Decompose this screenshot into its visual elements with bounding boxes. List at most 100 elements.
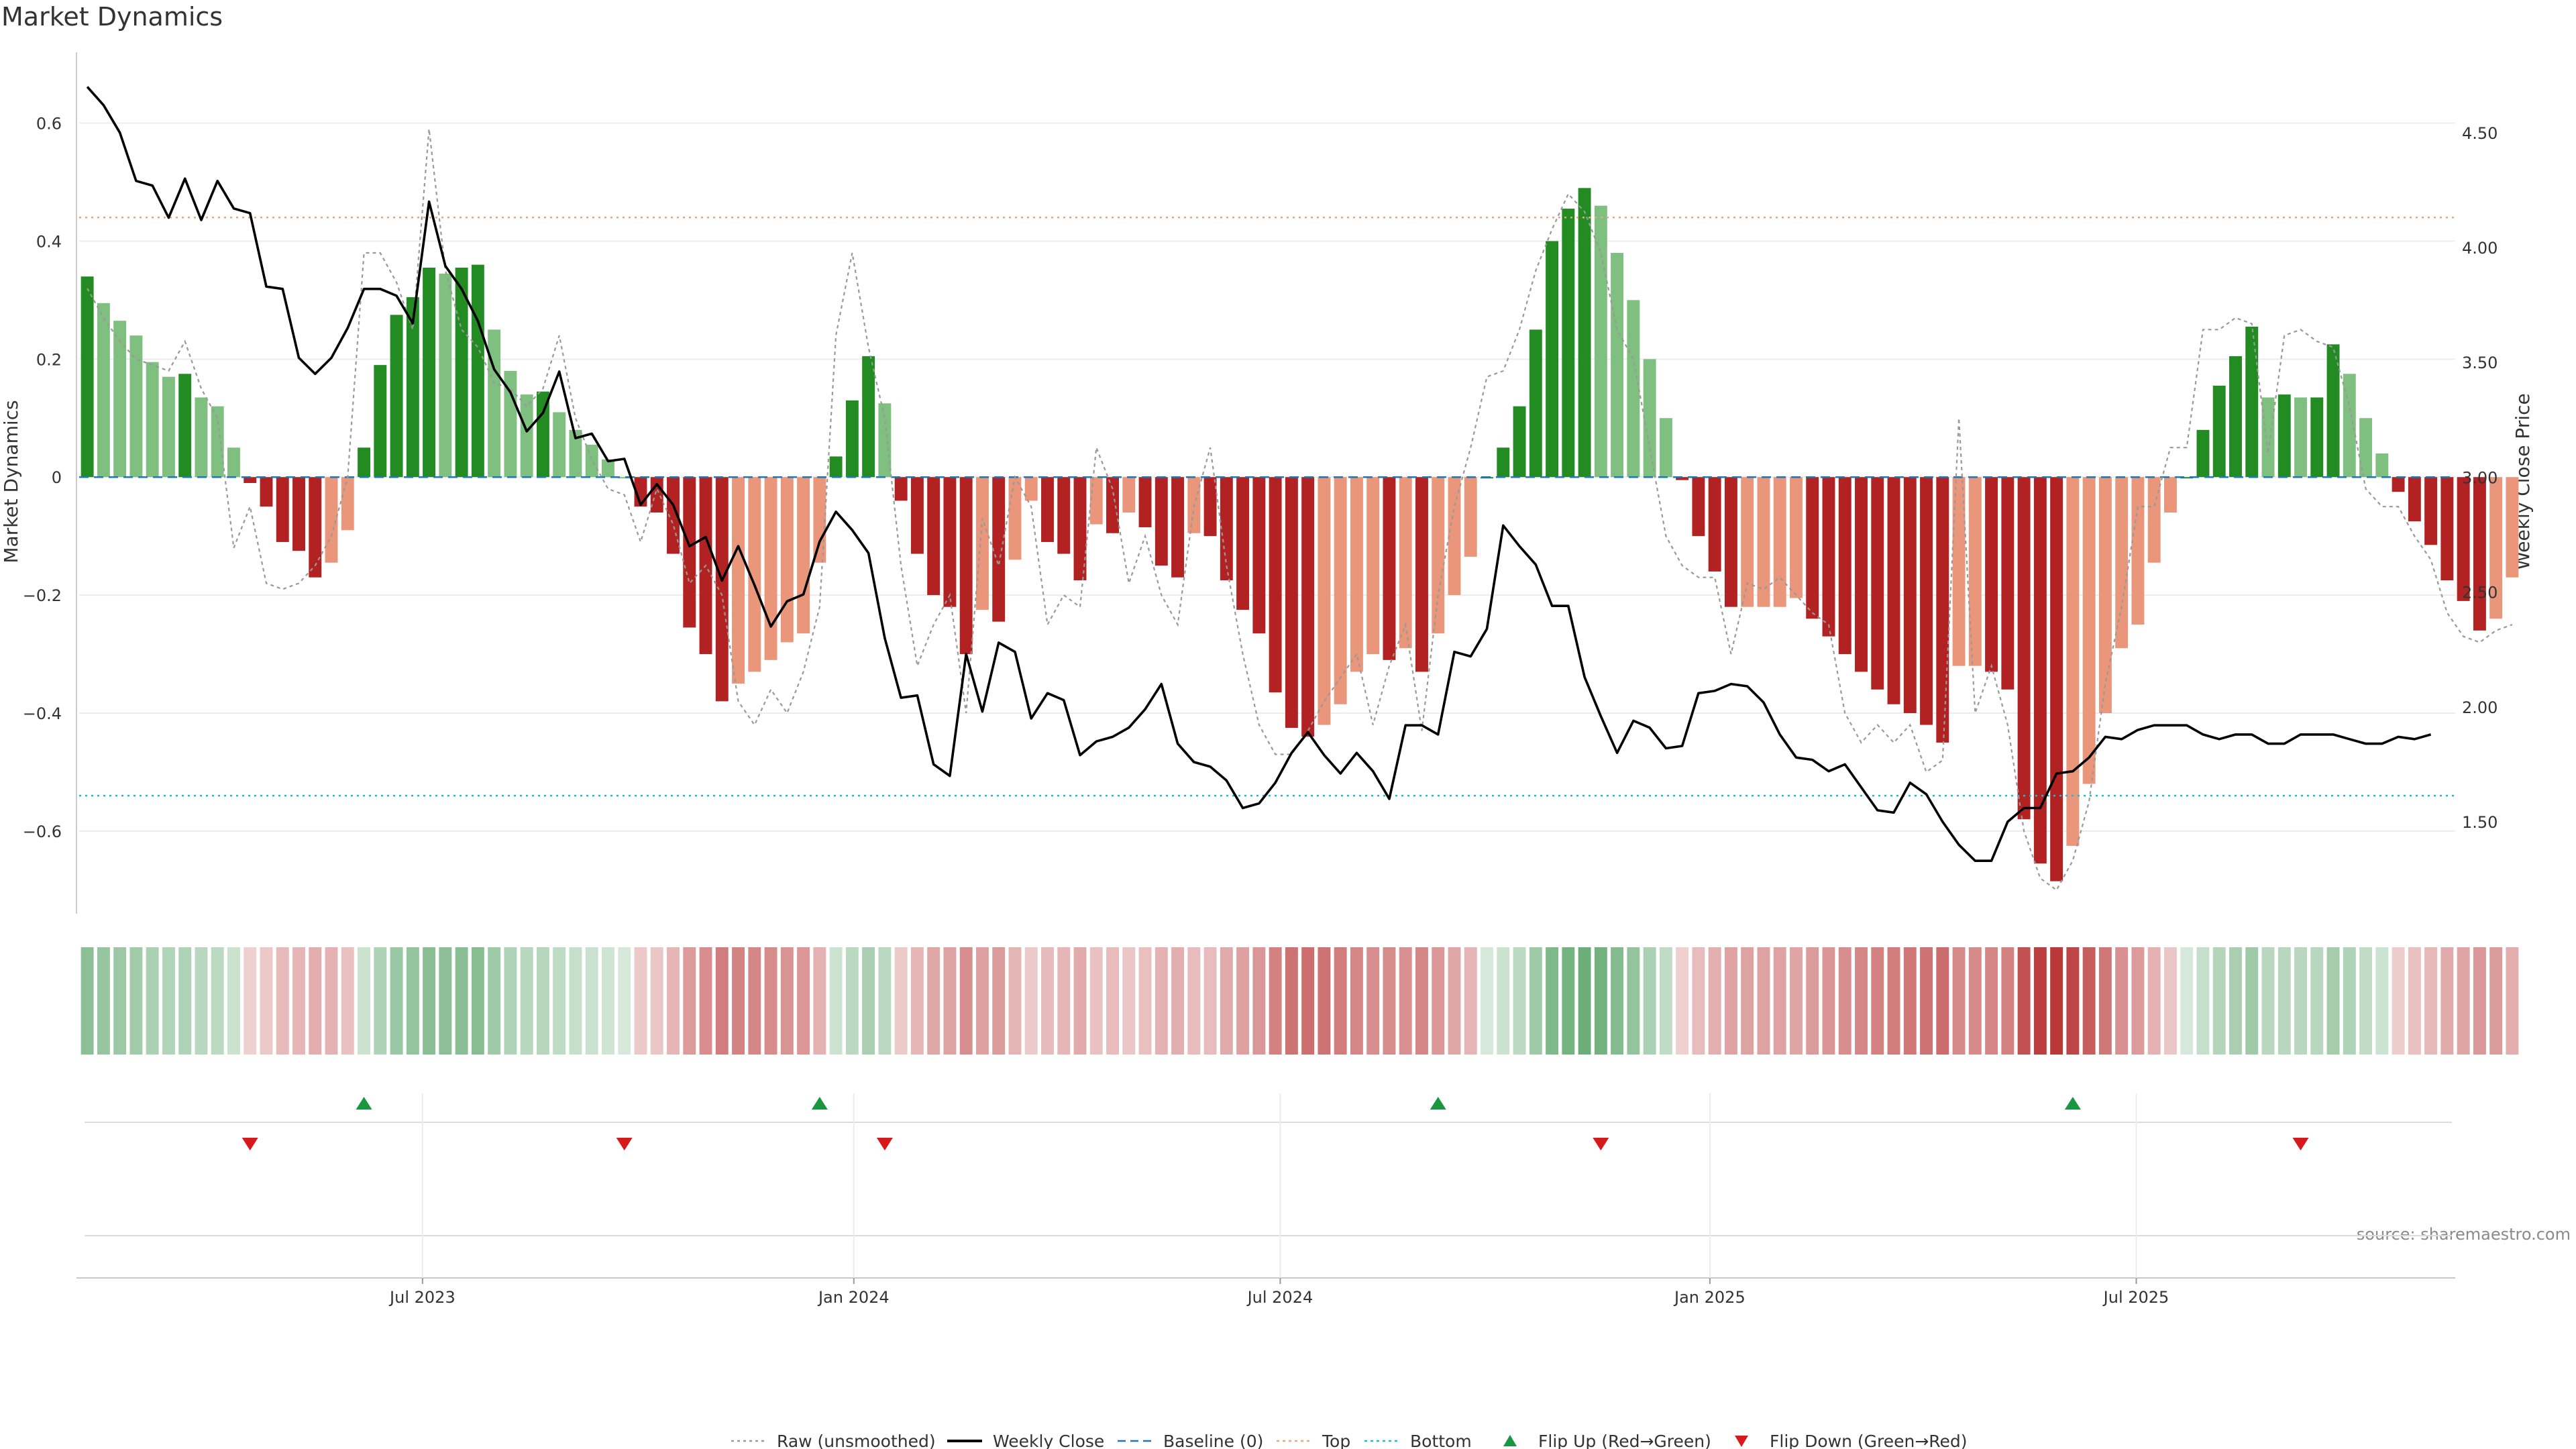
dynamics-bar — [1366, 477, 1380, 655]
dynamics-bar — [1350, 477, 1363, 672]
heat-cell — [2294, 947, 2307, 1055]
dynamics-bar — [1724, 477, 1737, 607]
heat-cell — [2359, 947, 2373, 1055]
dynamics-bar — [878, 403, 892, 478]
heat-cell — [1741, 947, 1754, 1055]
dynamics-bar — [1464, 477, 1477, 557]
dynamics-bar — [2310, 397, 2324, 478]
heat-cell — [1806, 947, 1819, 1055]
dynamics-bar — [2424, 477, 2438, 545]
dynamics-bar — [2163, 477, 2177, 513]
heat-cell — [504, 947, 517, 1055]
heat-cell — [276, 947, 289, 1055]
dynamics-bar — [80, 276, 94, 478]
dynamics-bar — [2098, 477, 2112, 713]
heat-cell — [1285, 947, 1298, 1055]
heat-cell — [2392, 947, 2405, 1055]
dynamics-bar — [1838, 477, 1851, 655]
heat-cell — [1773, 947, 1786, 1055]
x-tick-label: Jan 2024 — [817, 1288, 890, 1307]
heat-cell — [1594, 947, 1607, 1055]
dynamics-bar — [894, 477, 908, 501]
dynamics-bar — [1546, 241, 1559, 478]
dynamics-bar — [1301, 477, 1315, 737]
heat-cell — [439, 947, 452, 1055]
heat-cell — [813, 947, 826, 1055]
dynamics-bar — [1269, 477, 1282, 693]
legend-flip-up-swatch — [1503, 1435, 1517, 1446]
heat-cell — [2180, 947, 2194, 1055]
heat-cell — [1903, 947, 1917, 1055]
heat-cell — [618, 947, 631, 1055]
heat-cell — [699, 947, 712, 1055]
heat-cell — [1464, 947, 1477, 1055]
heat-cell — [178, 947, 192, 1055]
dynamics-bar — [292, 477, 305, 551]
dynamics-bar — [374, 365, 387, 478]
flip-up-marker — [2064, 1097, 2081, 1110]
dynamics-bar — [910, 477, 924, 554]
flip-down-marker — [241, 1138, 258, 1150]
dynamics-bar — [2326, 344, 2340, 478]
dynamics-bar — [1611, 253, 1624, 478]
dynamics-bar — [943, 477, 957, 607]
dynamics-bar — [683, 477, 696, 628]
dynamics-bar — [178, 374, 192, 478]
dynamics-bar — [797, 477, 810, 634]
heat-cell — [732, 947, 745, 1055]
dynamics-bar — [2261, 397, 2275, 478]
dynamics-bar — [959, 477, 973, 655]
dynamics-bar — [227, 447, 240, 478]
heat-cell — [2408, 947, 2421, 1055]
legend-label: Bottom — [1410, 1432, 1472, 1449]
heat-cell — [1724, 947, 1737, 1055]
y-tick-label: 0.4 — [36, 232, 62, 251]
heat-cell — [2440, 947, 2454, 1055]
dynamics-bar — [2473, 477, 2486, 631]
heat-cell — [1057, 947, 1071, 1055]
dynamics-bar — [146, 362, 159, 478]
heat-cell — [2082, 947, 2096, 1055]
heat-cell — [129, 947, 143, 1055]
heat-cell — [97, 947, 110, 1055]
dynamics-bar — [2196, 429, 2210, 478]
heat-cell — [536, 947, 549, 1055]
legend-label: Flip Down (Green→Red) — [1770, 1432, 1968, 1449]
heat-cell — [1024, 947, 1038, 1055]
y2-tick-label: 1.50 — [2462, 813, 2498, 832]
heat-cell — [1789, 947, 1803, 1055]
heat-cell — [309, 947, 322, 1055]
dynamics-bar — [1529, 329, 1542, 478]
dynamics-bar — [1138, 477, 1152, 527]
y-tick-label: −0.4 — [23, 704, 62, 723]
heat-cell — [992, 947, 1006, 1055]
dynamics-bar — [195, 397, 208, 478]
dynamics-bar — [1203, 477, 1217, 537]
dynamics-bar — [1399, 477, 1412, 649]
dynamics-bar — [1887, 477, 1900, 704]
heat-cell — [2163, 947, 2177, 1055]
heat-cell — [341, 947, 354, 1055]
dynamics-bar — [601, 459, 614, 478]
heat-cell — [601, 947, 614, 1055]
dynamics-bar — [2115, 477, 2129, 649]
dynamics-bar — [569, 429, 582, 478]
dynamics-bar — [2212, 385, 2226, 478]
dynamics-bar — [162, 376, 175, 478]
y2-tick-label: 3.00 — [2462, 468, 2498, 487]
flip-down-marker — [616, 1138, 633, 1150]
dynamics-bar — [585, 444, 598, 478]
dynamics-bar — [309, 477, 322, 578]
y-tick-label: 0.6 — [36, 115, 62, 133]
heat-cell — [1301, 947, 1315, 1055]
dynamics-bar — [1106, 477, 1119, 533]
heat-cell — [2506, 947, 2519, 1055]
heat-cell — [569, 947, 582, 1055]
heat-cell — [1578, 947, 1591, 1055]
heat-cell — [1643, 947, 1656, 1055]
dynamics-bar — [1903, 477, 1917, 713]
heat-cell — [2245, 947, 2259, 1055]
dynamics-bar — [1383, 477, 1396, 660]
heat-cell — [2326, 947, 2340, 1055]
heat-cell — [910, 947, 924, 1055]
